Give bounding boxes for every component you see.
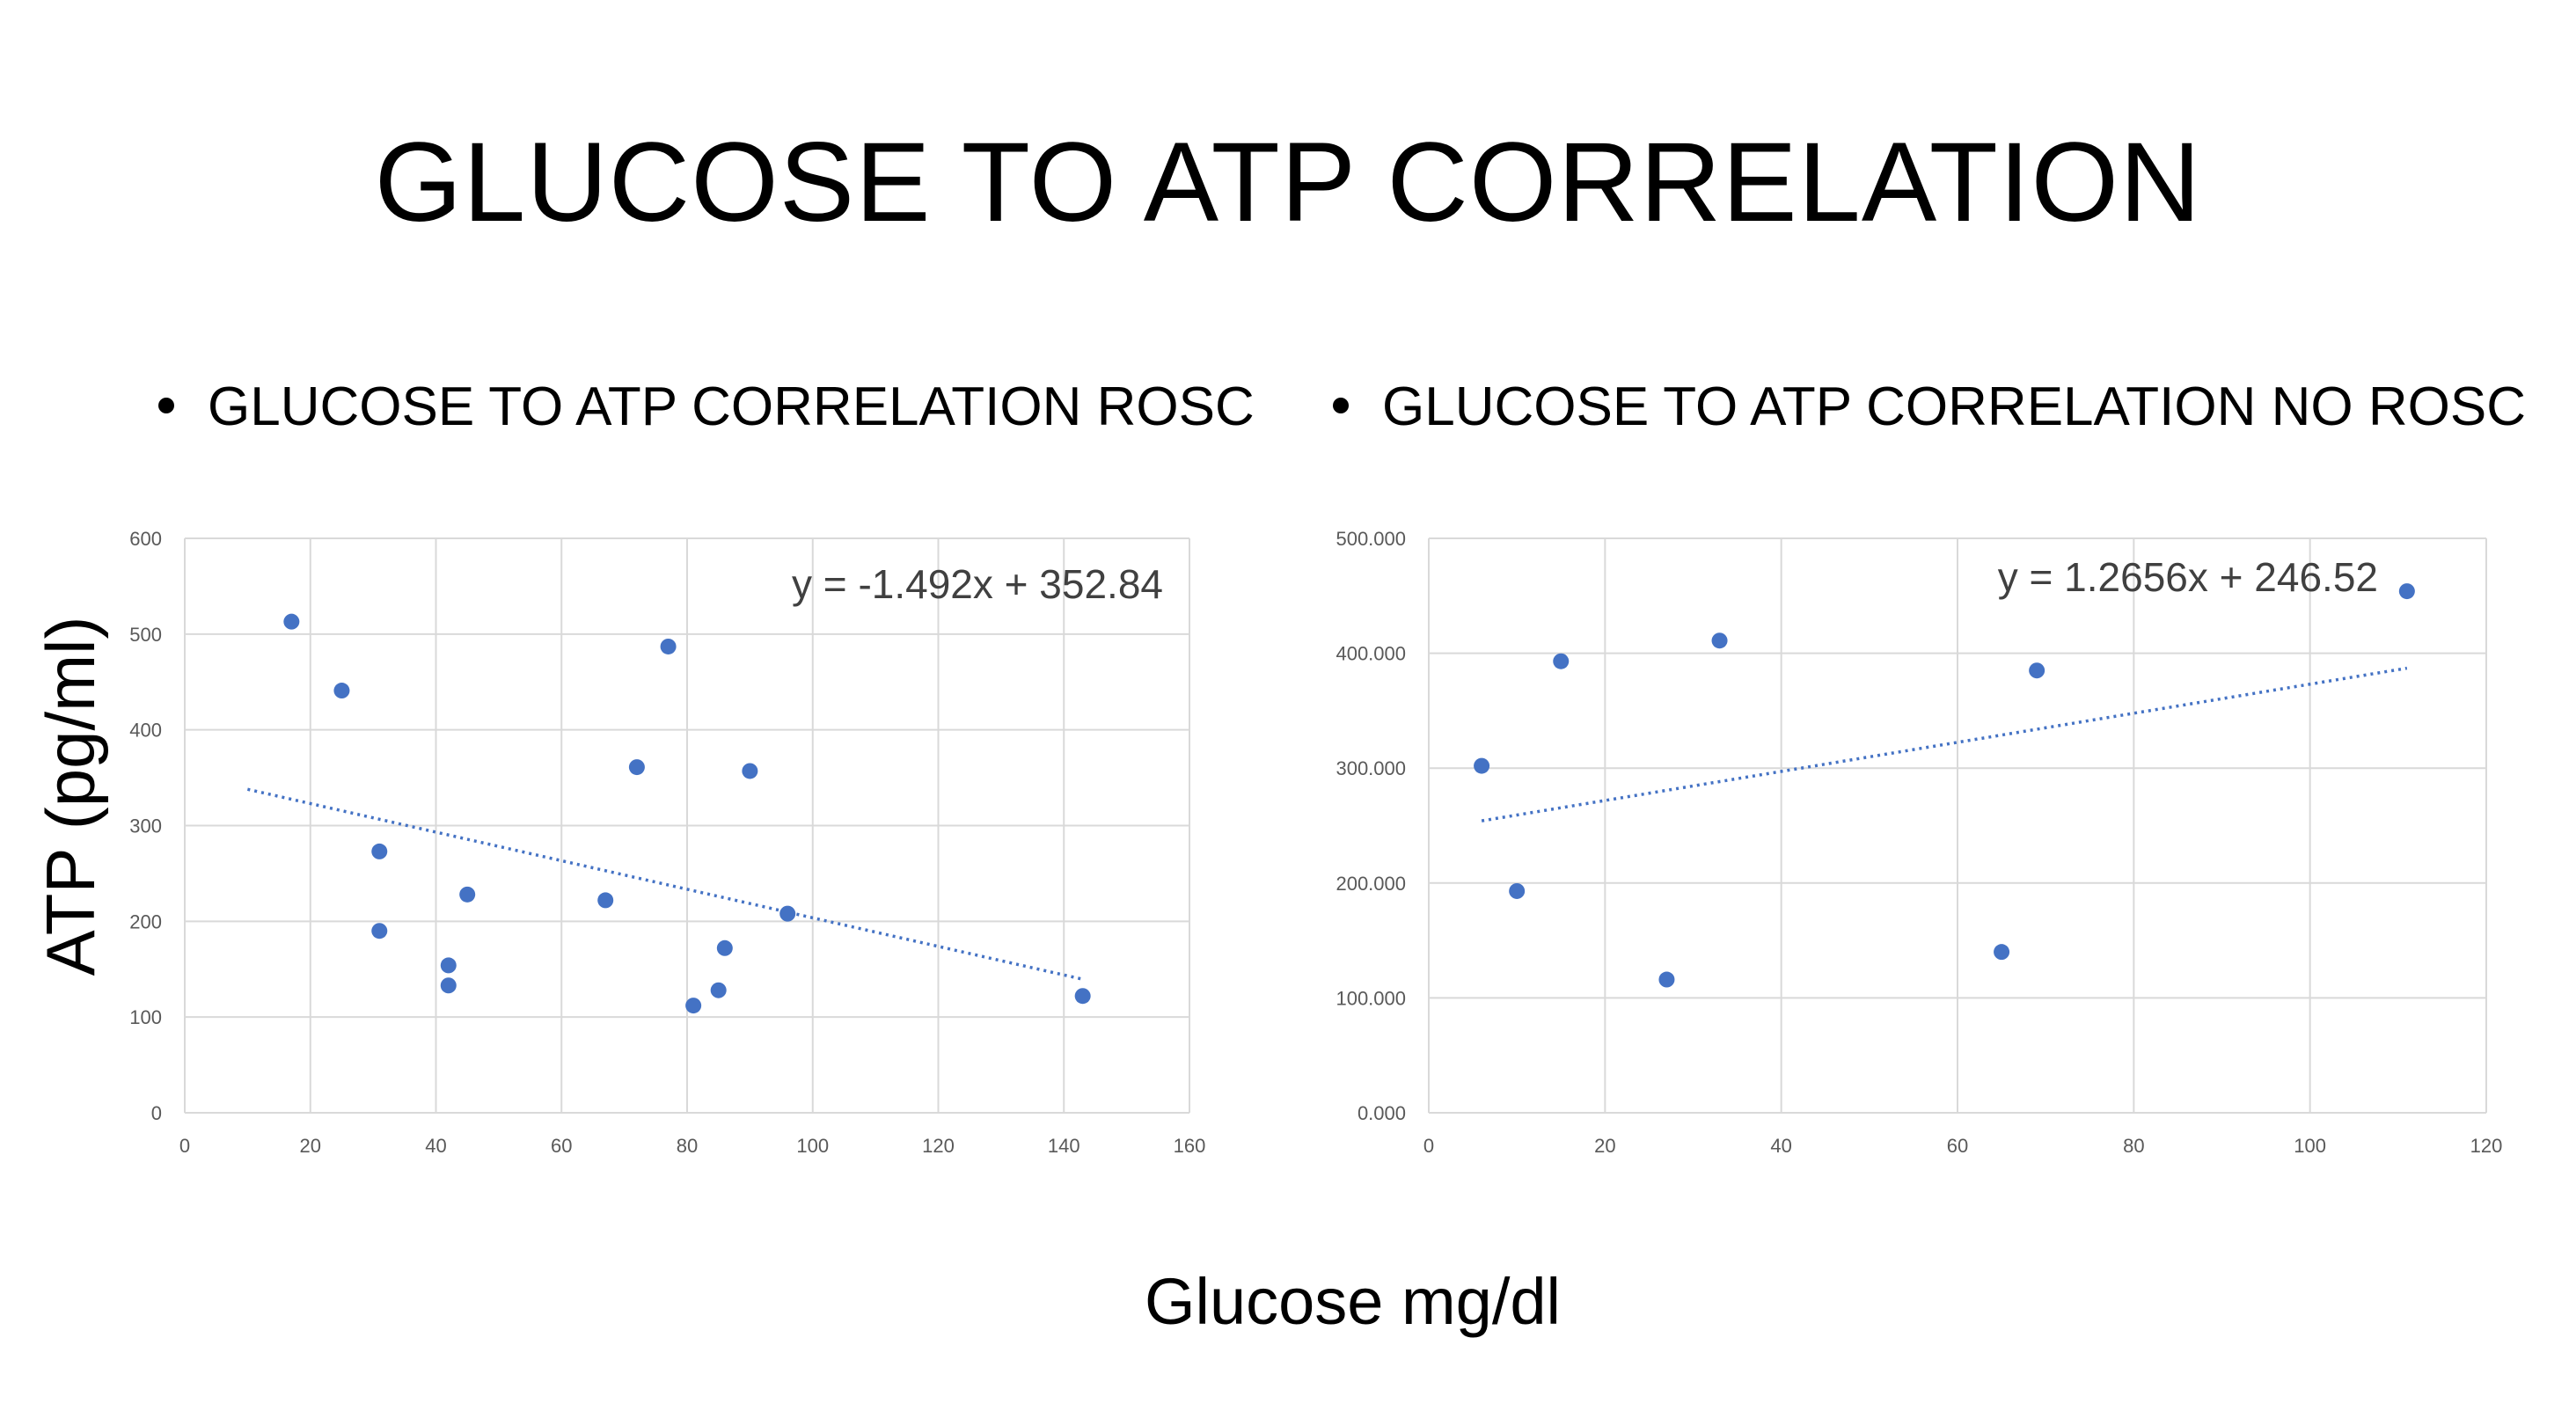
rosc-x-tick-label: 100 [796,1135,829,1157]
rosc-x-tick-label: 80 [677,1135,698,1157]
no-rosc-y-tick-label: 400.000 [1336,643,1406,665]
bullet-no-rosc-text: GLUCOSE TO ATP CORRELATION NO ROSC [1382,377,2526,437]
no-rosc-y-tick-label: 300.000 [1336,757,1406,779]
bullet-rosc-text: GLUCOSE TO ATP CORRELATION ROSC [208,377,1255,437]
bullet-dot-icon [158,397,174,413]
no-rosc-data-point [1658,971,1675,988]
no-rosc-data-point [2398,583,2415,600]
no-rosc-x-tick-label: 100 [2294,1135,2326,1157]
no-rosc-data-point [1553,653,1570,669]
no-rosc-data-point [1474,757,1490,774]
rosc-x-tick-label: 20 [300,1135,321,1157]
rosc-data-point [597,892,614,909]
no-rosc-data-point [2029,662,2045,679]
rosc-data-point [660,638,677,654]
rosc-x-tick-label: 40 [425,1135,446,1157]
no-rosc-x-tick-label: 20 [1594,1135,1615,1157]
rosc-x-tick-label: 120 [922,1135,955,1157]
rosc-data-point [710,982,727,998]
rosc-data-point [371,923,388,939]
rosc-data-point [685,998,702,1014]
rosc-data-point [779,905,796,922]
rosc-data-point [459,886,476,903]
no-rosc-x-tick-label: 120 [2470,1135,2503,1157]
no-rosc-data-point [1509,882,1526,899]
rosc-x-tick-label: 140 [1048,1135,1080,1157]
no-rosc-x-tick-label: 80 [2123,1135,2144,1157]
bullet-rosc: GLUCOSE TO ATP CORRELATION ROSC [158,368,1255,447]
rosc-data-point [333,683,350,699]
rosc-y-tick-label: 400 [129,720,162,742]
rosc-y-tick-label: 200 [129,910,162,932]
bullet-dot-icon [1333,397,1349,413]
no-rosc-x-tick-label: 0 [1423,1135,1434,1157]
rosc-y-tick-label: 300 [129,815,162,837]
rosc-trendline [246,787,1084,981]
x-axis-title: Glucose mg/dl [1145,1265,1561,1338]
rosc-data-point [628,759,645,776]
bullet-no-rosc: GLUCOSE TO ATP CORRELATION NO ROSC [1333,368,2526,447]
rosc-data-point [742,763,758,779]
no-rosc-data-point [1711,632,1728,649]
no-rosc-y-tick-label: 500.000 [1336,528,1406,550]
no-rosc-y-tick-label: 0.000 [1358,1102,1406,1124]
rosc-data-point [1074,988,1091,1005]
slide-title: GLUCOSE TO ATP CORRELATION [374,120,2202,245]
no-rosc-trendline [1481,666,2408,822]
rosc-y-tick-label: 600 [129,528,162,550]
no-rosc-x-tick-label: 40 [1770,1135,1791,1157]
no-rosc-y-tick-label: 100.000 [1336,987,1406,1009]
rosc-data-point [440,957,457,974]
rosc-x-tick-label: 160 [1174,1135,1206,1157]
rosc-trendline-equation: y = -1.492x + 352.84 [792,561,1163,607]
no-rosc-y-tick-label: 200.000 [1336,873,1406,895]
no-rosc-data-point [1994,944,2010,961]
rosc-x-tick-label: 0 [179,1135,190,1157]
rosc-data-point [440,977,457,994]
rosc-y-tick-label: 0 [151,1102,162,1124]
no-rosc-trendline-equation: y = 1.2656x + 246.52 [1998,554,2378,600]
rosc-x-tick-label: 60 [551,1135,572,1157]
no-rosc-x-tick-label: 60 [1947,1135,1968,1157]
rosc-data-point [283,613,300,630]
rosc-data-point [716,939,733,956]
rosc-data-point [371,843,388,859]
rosc-y-tick-label: 100 [129,1006,162,1028]
rosc-y-tick-label: 500 [129,624,162,646]
